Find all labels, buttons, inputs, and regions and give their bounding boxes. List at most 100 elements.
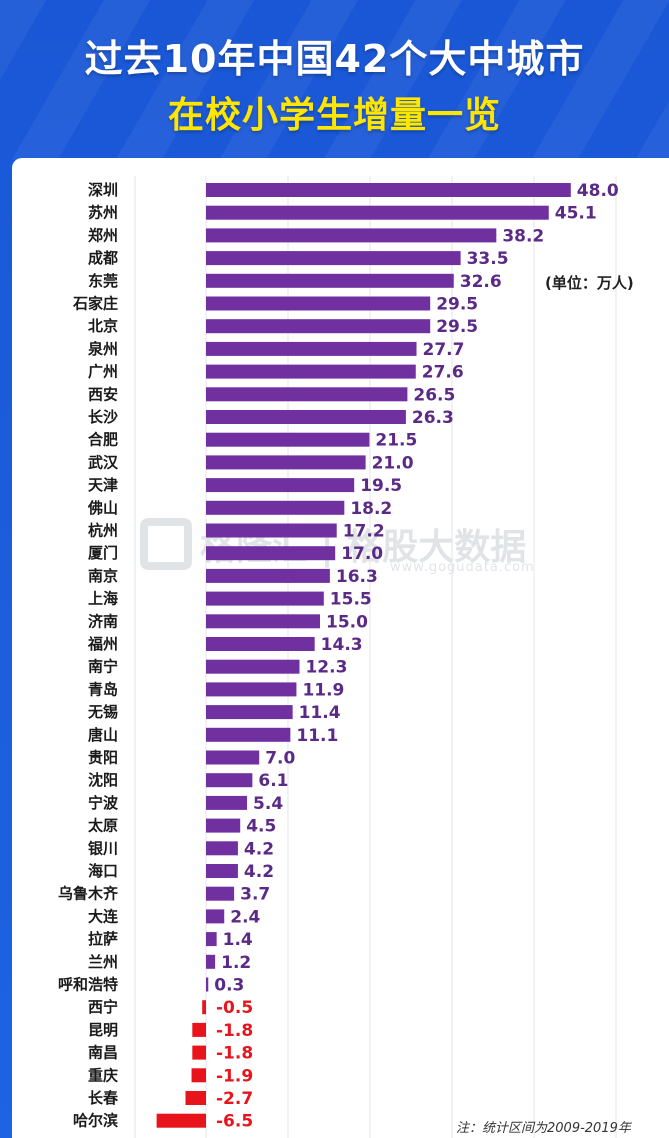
category-label: 哈尔滨 bbox=[73, 1112, 118, 1130]
chart-title: 过去10年中国42个大中城市 bbox=[84, 37, 585, 81]
bar bbox=[206, 432, 370, 447]
bar bbox=[206, 273, 454, 288]
value-label: -1.9 bbox=[216, 1066, 253, 1086]
bar bbox=[206, 841, 238, 856]
value-label: 0.3 bbox=[214, 976, 244, 996]
value-label: 1.4 bbox=[223, 930, 253, 950]
bar bbox=[206, 977, 209, 992]
bar bbox=[185, 1091, 206, 1105]
chart-subtitle: 在校小学生增量一览 bbox=[167, 95, 501, 136]
bar bbox=[206, 727, 291, 742]
category-label: 天津 bbox=[88, 476, 118, 494]
bar bbox=[206, 659, 300, 674]
category-label: 兰州 bbox=[88, 953, 118, 971]
category-label: 西安 bbox=[88, 385, 118, 403]
category-label: 苏州 bbox=[88, 204, 118, 222]
bar bbox=[206, 705, 293, 720]
category-label: 西宁 bbox=[88, 998, 118, 1016]
value-label: 29.5 bbox=[436, 317, 478, 337]
category-label: 郑州 bbox=[88, 226, 118, 244]
value-label: 26.5 bbox=[413, 385, 455, 405]
bar bbox=[206, 909, 225, 924]
value-label: 48.0 bbox=[577, 181, 619, 201]
bar bbox=[206, 818, 241, 833]
value-label: 7.0 bbox=[265, 749, 295, 769]
header-background bbox=[0, 0, 669, 160]
value-label: 27.7 bbox=[423, 340, 465, 360]
watermark-logo-icon bbox=[140, 518, 192, 570]
category-label: 泉州 bbox=[87, 340, 118, 358]
value-label: 4.5 bbox=[246, 817, 276, 837]
value-label: 45.1 bbox=[555, 204, 597, 224]
category-label: 乌鲁木齐 bbox=[58, 885, 119, 903]
bar bbox=[206, 591, 324, 606]
category-label: 大连 bbox=[88, 907, 119, 925]
category-label: 南宁 bbox=[88, 658, 118, 676]
category-label: 呼和浩特 bbox=[58, 976, 118, 994]
category-label: 南昌 bbox=[88, 1044, 118, 1062]
category-label: 石家庄 bbox=[72, 295, 118, 313]
value-label: 33.5 bbox=[467, 249, 509, 269]
value-label: 12.3 bbox=[305, 658, 347, 678]
category-label: 深圳 bbox=[88, 181, 118, 199]
category-label: 长沙 bbox=[88, 408, 118, 426]
value-label: 15.5 bbox=[330, 590, 372, 610]
bar bbox=[206, 546, 336, 561]
bar bbox=[206, 795, 248, 810]
value-label: 4.2 bbox=[244, 862, 274, 882]
footnote: 注：统计区间为2009-2019年 bbox=[456, 1121, 631, 1136]
category-label: 武汉 bbox=[88, 453, 119, 471]
category-label: 青岛 bbox=[88, 680, 118, 698]
value-label: 21.5 bbox=[375, 431, 417, 451]
bar bbox=[191, 1068, 206, 1083]
value-label: 29.5 bbox=[436, 295, 478, 315]
category-label: 沈阳 bbox=[88, 771, 118, 789]
bar bbox=[206, 410, 406, 424]
bar bbox=[206, 886, 235, 901]
value-label: 6.1 bbox=[258, 771, 288, 791]
bar bbox=[206, 455, 366, 470]
value-label: 4.2 bbox=[244, 839, 274, 859]
bar bbox=[206, 387, 408, 402]
category-label: 广州 bbox=[88, 363, 118, 381]
value-label: 38.2 bbox=[502, 226, 544, 246]
value-label: -1.8 bbox=[216, 1021, 253, 1041]
category-label: 重庆 bbox=[88, 1066, 118, 1084]
value-label: -6.5 bbox=[216, 1112, 253, 1132]
category-label: 福州 bbox=[87, 635, 118, 653]
category-label: 长春 bbox=[88, 1089, 118, 1107]
value-label: 11.4 bbox=[299, 703, 341, 723]
category-label: 贵阳 bbox=[88, 749, 118, 767]
bar bbox=[206, 296, 431, 311]
watermark-url: www.gogudata.com bbox=[390, 560, 535, 575]
value-label: 19.5 bbox=[360, 476, 402, 496]
unit-label: (单位：万人) bbox=[545, 274, 634, 292]
bar bbox=[206, 614, 320, 629]
value-label: 32.6 bbox=[460, 272, 502, 292]
category-label: 昆明 bbox=[88, 1021, 118, 1039]
category-label: 唐山 bbox=[88, 726, 118, 744]
bar bbox=[202, 1000, 206, 1015]
value-label: 14.3 bbox=[321, 635, 363, 655]
category-label: 东莞 bbox=[88, 272, 118, 290]
value-label: 27.6 bbox=[422, 363, 464, 383]
bar bbox=[192, 1022, 206, 1037]
value-label: -2.7 bbox=[216, 1089, 253, 1109]
value-label: 3.7 bbox=[240, 885, 270, 905]
bar bbox=[206, 478, 355, 493]
value-label: 2.4 bbox=[230, 907, 260, 927]
category-label: 厦门 bbox=[88, 544, 118, 562]
category-label: 宁波 bbox=[88, 794, 119, 812]
value-label: 5.4 bbox=[253, 794, 283, 814]
bar bbox=[206, 568, 330, 583]
value-label: 16.3 bbox=[336, 567, 378, 587]
category-label: 银川 bbox=[88, 839, 118, 857]
category-label: 济南 bbox=[88, 612, 118, 630]
value-label: 21.0 bbox=[372, 453, 414, 473]
bar bbox=[206, 637, 315, 651]
value-label: 15.0 bbox=[326, 612, 368, 632]
category-label: 海口 bbox=[88, 862, 118, 880]
value-label: 18.2 bbox=[350, 499, 392, 519]
bar bbox=[206, 500, 345, 515]
